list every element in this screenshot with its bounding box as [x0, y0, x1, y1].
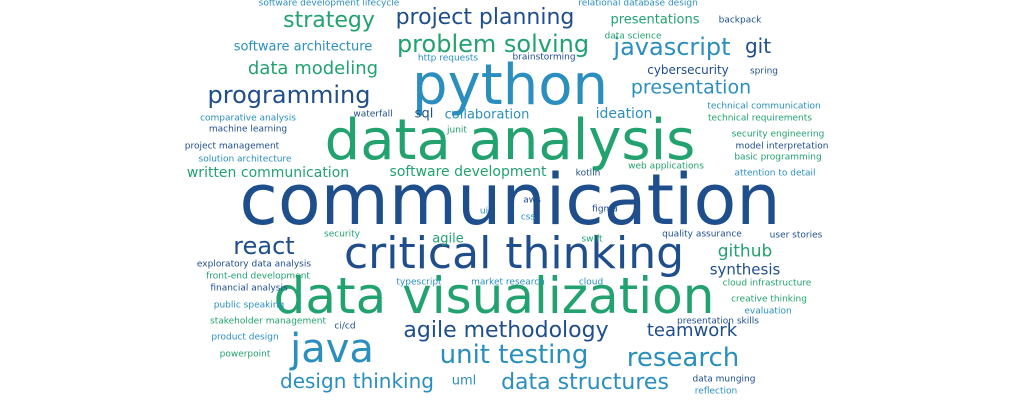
- word-relational-database-design: relational database design: [578, 0, 698, 9]
- word-react: react: [233, 232, 295, 260]
- word-junit: junit: [447, 125, 467, 136]
- word-data-modeling: data modeling: [247, 58, 379, 79]
- word-ideation: ideation: [595, 106, 653, 122]
- word-reflection: reflection: [694, 386, 738, 397]
- word-critical-thinking: critical thinking: [343, 228, 685, 279]
- word-model-interpretation: model interpretation: [735, 141, 829, 152]
- word-security: security: [324, 229, 360, 240]
- word-project-planning: project planning: [395, 5, 575, 30]
- word-brainstorming: brainstorming: [512, 52, 576, 63]
- word-market-research: market research: [471, 277, 545, 288]
- word-project-management: project management: [184, 141, 280, 152]
- word-design-thinking: design thinking: [280, 369, 434, 393]
- word-typescript: typescript: [396, 277, 442, 288]
- word-css: css: [520, 212, 536, 223]
- word-spring: spring: [749, 66, 779, 77]
- word-data-structures: data structures: [501, 370, 669, 395]
- word-swift: swift: [581, 234, 603, 245]
- word-git: git: [744, 34, 772, 58]
- word-collaboration: collaboration: [444, 107, 530, 123]
- word-http-requests: http requests: [417, 53, 479, 64]
- word-creative-thinking: creative thinking: [731, 294, 807, 305]
- word-aws: aws: [523, 195, 541, 206]
- word-comparative-analysis: comparative analysis: [200, 113, 296, 124]
- word-cloud-infrastructure: cloud infrastructure: [722, 278, 812, 289]
- word-evaluation: evaluation: [744, 306, 792, 317]
- word-written-communication: written communication: [186, 165, 350, 181]
- word-ui: ui: [479, 206, 489, 217]
- word-public-speaking: public speaking: [213, 300, 285, 311]
- word-product-design: product design: [211, 332, 279, 343]
- word-technical-communication: technical communication: [707, 101, 821, 112]
- word-financial-analysis: financial analysis: [210, 283, 288, 294]
- word-powerpoint: powerpoint: [219, 349, 271, 360]
- word-software-development-lifecycle: software development lifecycle: [258, 0, 400, 9]
- word-backpack: backpack: [718, 15, 762, 26]
- word-data-visualization: data visualization: [273, 267, 715, 325]
- word-synthesis: synthesis: [709, 260, 781, 279]
- word-data-analysis: data analysis: [324, 108, 696, 173]
- word-machine-learning: machine learning: [208, 124, 288, 135]
- word-attention-to-detail: attention to detail: [734, 168, 816, 179]
- word-web-applications: web applications: [628, 161, 704, 172]
- word-cybersecurity: cybersecurity: [647, 63, 729, 77]
- word-figma: figma: [592, 204, 618, 215]
- word-agile: agile: [432, 231, 464, 247]
- word-unit-testing: unit testing: [439, 340, 589, 370]
- word-java: java: [290, 326, 374, 372]
- word-problem-solving: problem solving: [396, 30, 590, 58]
- word-programming: programming: [207, 81, 371, 109]
- word-javascript: javascript: [613, 33, 731, 61]
- word-basic-programming: basic programming: [734, 152, 822, 163]
- word-ci-cd: ci/cd: [334, 321, 356, 332]
- word-uml: uml: [451, 373, 477, 389]
- word-cloud: cloud: [578, 277, 604, 288]
- word-data-munging: data munging: [692, 374, 756, 385]
- word-technical-requirements: technical requirements: [708, 113, 812, 124]
- word-data-science: data science: [604, 31, 662, 42]
- word-presentation: presentation: [630, 76, 752, 99]
- word-solution-architecture: solution architecture: [198, 154, 292, 165]
- word-research: research: [626, 343, 740, 373]
- word-waterfall: waterfall: [353, 109, 393, 120]
- word-exploratory-data-analysis: exploratory data analysis: [196, 259, 312, 270]
- word-github: github: [717, 241, 773, 262]
- word-teamwork: teamwork: [646, 320, 738, 341]
- word-presentation-skills: presentation skills: [677, 316, 759, 327]
- word-user-stories: user stories: [769, 230, 823, 241]
- word-security-engineering: security engineering: [731, 129, 825, 140]
- word-communication: communication: [239, 159, 781, 241]
- word-presentations: presentations: [610, 12, 700, 28]
- word-front-end-development: front-end development: [206, 271, 310, 282]
- word-python: python: [412, 53, 608, 118]
- word-software-development: software development: [389, 164, 547, 180]
- word-kotlin: kotlin: [575, 168, 601, 179]
- word-sql: sql: [414, 106, 434, 122]
- word-software-architecture: software architecture: [233, 39, 373, 55]
- word-stakeholder-management: stakeholder management: [210, 316, 326, 327]
- word-agile-methodology: agile methodology: [403, 318, 609, 343]
- word-strategy: strategy: [283, 8, 375, 33]
- word-quality-assurance: quality assurance: [662, 229, 742, 240]
